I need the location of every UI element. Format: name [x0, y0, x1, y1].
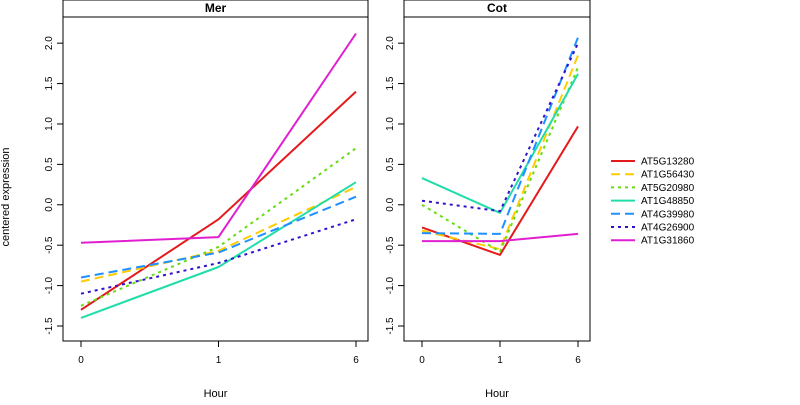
- legend-item-at1g56430: AT1G56430: [611, 170, 695, 181]
- y-tick-label: 1.0: [385, 117, 396, 131]
- x-tick-label: 0: [419, 355, 425, 366]
- x-tick-label: 0: [78, 355, 84, 366]
- y-tick-label: 0.5: [385, 157, 396, 171]
- y-tick-label: 0.0: [44, 197, 55, 211]
- y-axis: -1.5 -1.0 -0.5 0.0 0.5 1.0 1.5 2.0: [385, 36, 404, 335]
- y-tick-label: 2.0: [44, 36, 55, 50]
- y-tick-label: -1.5: [44, 317, 55, 335]
- legend-label: AT4G39980: [641, 209, 695, 220]
- legend-label: AT1G48850: [641, 196, 695, 207]
- x-axis-label: Hour: [485, 388, 509, 400]
- y-tick-label: 1.0: [44, 117, 55, 131]
- y-tick-label: -1.0: [44, 277, 55, 295]
- series-line-at5g13280: [80, 90, 357, 311]
- panel-cot: Cot -1.5 -1.0 -0.5 0.0 0.5 1.0 1.5 2.0 0 1 6 Hour: [385, 0, 591, 400]
- series-line-at4g26900: [421, 42, 579, 213]
- y-tick-label: -1.5: [385, 317, 396, 335]
- series-line-at1g56430: [80, 186, 357, 283]
- series-line-at1g48850: [421, 73, 579, 214]
- series-line-at5g20980: [421, 67, 579, 253]
- legend-label: AT1G31860: [641, 236, 695, 247]
- series-line-at4g39980: [80, 195, 357, 279]
- chart-panels: Mer-1.5-1.0-0.50.00.51.01.52.00 1 6HourCot…: [44, 0, 591, 400]
- y-axis: -1.5 -1.0 -0.5 0.0 0.5 1.0 1.5 2.0: [44, 36, 63, 335]
- x-tick-label: 1: [497, 355, 503, 366]
- series-line-at4g39980: [421, 37, 579, 235]
- y-tick-label: -0.5: [44, 236, 55, 254]
- series-line-at1g48850: [80, 181, 357, 319]
- legend-item-at1g48850: AT1G48850: [611, 196, 695, 207]
- y-tick-label: 0.0: [385, 197, 396, 211]
- x-tick-label: 6: [575, 355, 581, 366]
- series-line-at5g20980: [80, 147, 357, 307]
- panel-title: Cot: [487, 1, 507, 15]
- x-axis-label: Hour: [204, 388, 228, 400]
- y-tick-label: 0.5: [44, 157, 55, 171]
- y-axis-label: centered expression: [0, 147, 12, 246]
- y-tick-label: 2.0: [385, 36, 396, 50]
- legend-item-at4g26900: AT4G26900: [611, 223, 695, 234]
- x-axis: 0 1 6: [419, 341, 581, 366]
- y-tick-label: 1.5: [44, 76, 55, 90]
- x-axis: 0 1 6: [78, 341, 359, 366]
- y-tick-label: 1.5: [385, 76, 396, 90]
- x-tick-label: 6: [353, 355, 359, 366]
- y-tick-label: -1.0: [385, 277, 396, 295]
- legend-label: AT5G13280: [641, 157, 695, 168]
- series-line-at4g26900: [80, 218, 357, 295]
- legend: AT5G13280 AT1G56430 AT5G20980 AT1G48850 AT4G…: [611, 157, 695, 247]
- plot-frame: [62, 16, 369, 342]
- series-line-at1g31860: [422, 232, 579, 243]
- legend-label: AT1G56430: [641, 170, 695, 181]
- legend-item-at4g39980: AT4G39980: [611, 209, 695, 220]
- y-tick-label: -0.5: [385, 236, 396, 254]
- legend-label: AT4G26900: [641, 223, 695, 234]
- x-tick-label: 1: [216, 355, 222, 366]
- legend-label: AT5G20980: [641, 183, 695, 194]
- legend-item-at5g20980: AT5G20980: [611, 183, 695, 194]
- panel-mer: Mer -1.5 -1.0 -0.5 0.0 0.5 1.0 1.5 2.0 0 1 6 Hour: [44, 0, 369, 400]
- panel-title: Mer: [205, 1, 227, 15]
- series-line-at1g31860: [80, 32, 357, 244]
- legend-item-at1g31860: AT1G31860: [611, 236, 695, 247]
- series-line-at1g56430: [421, 54, 579, 251]
- series-line-at5g13280: [421, 125, 579, 256]
- legend-item-at5g13280: AT5G13280: [611, 157, 695, 168]
- plot-frame: [403, 16, 591, 342]
